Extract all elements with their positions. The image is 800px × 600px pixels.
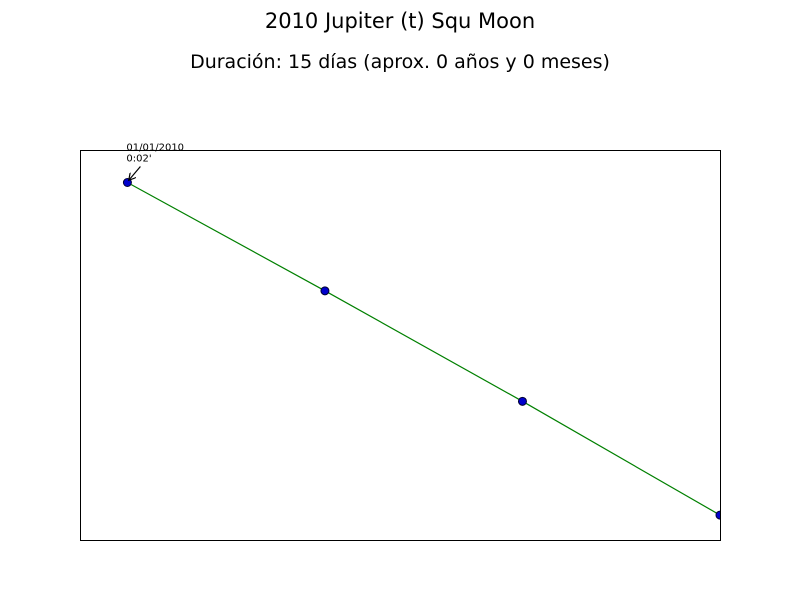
chart-subtitle: Duración: 15 días (aprox. 0 años y 0 mes… xyxy=(190,51,610,73)
series-0 xyxy=(122,178,720,520)
data-point-1 xyxy=(320,286,330,296)
data-point-2 xyxy=(517,396,527,406)
annotation-arrow xyxy=(129,166,141,180)
annotation-time: 0:02' xyxy=(126,154,151,165)
plot-frame xyxy=(80,150,721,541)
annotation-date: 01/01/2010 xyxy=(126,143,184,154)
data-point-0 xyxy=(122,178,132,187)
chart-title: 2010 Jupiter (t) Squ Moon xyxy=(264,9,536,33)
series-line xyxy=(127,181,720,516)
data-point-3 xyxy=(715,510,720,520)
